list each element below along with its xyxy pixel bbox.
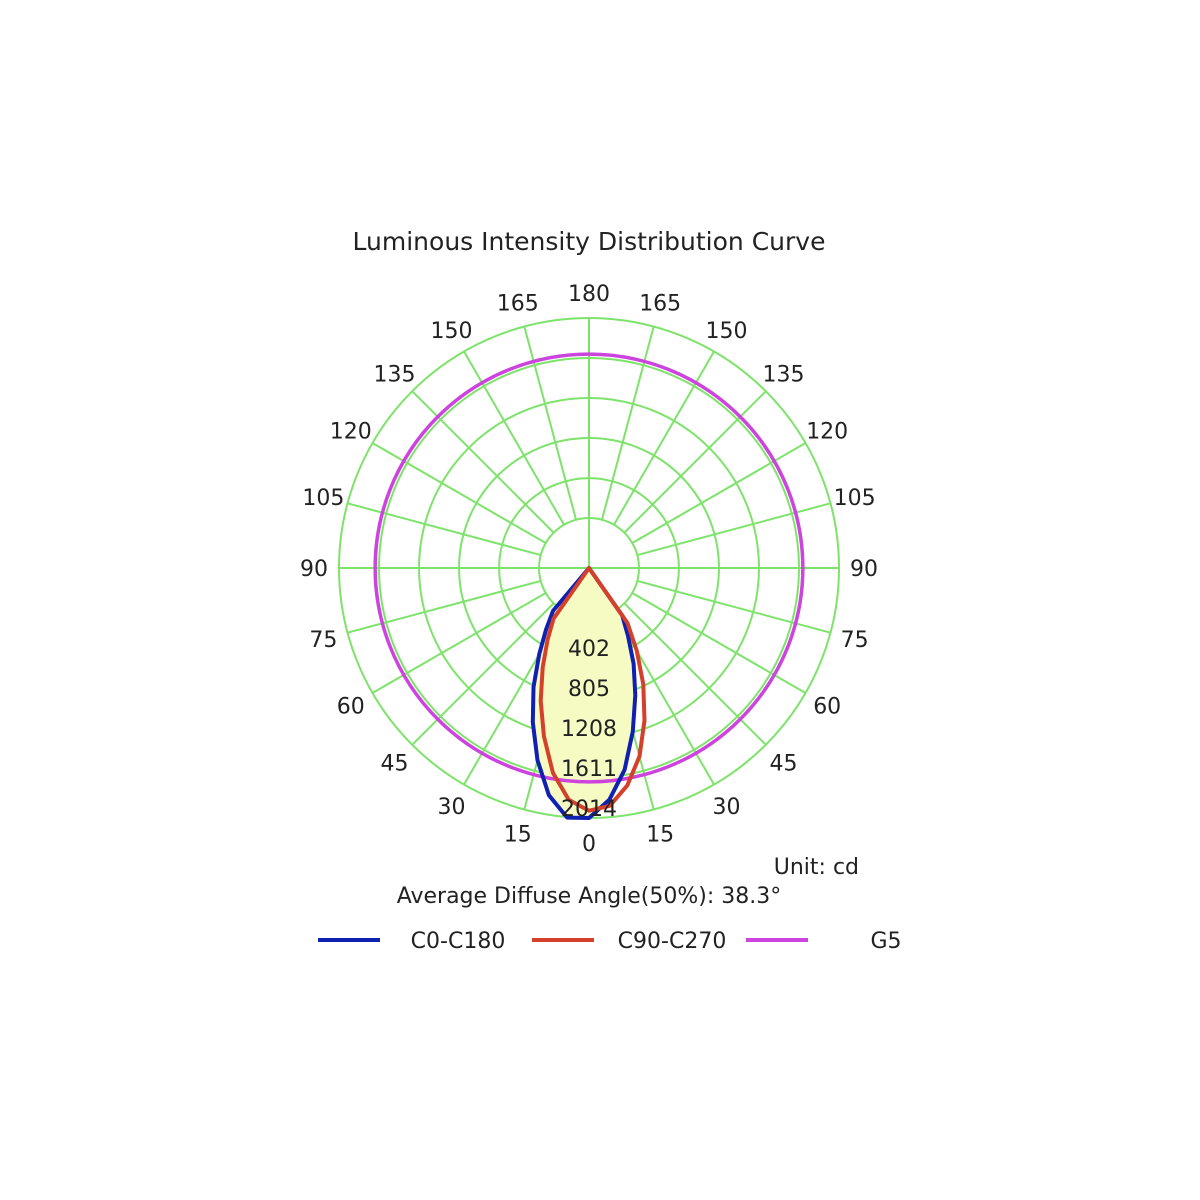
angle-label: 135 xyxy=(763,363,805,388)
grid-spoke xyxy=(411,390,555,534)
angle-label: 180 xyxy=(568,282,610,307)
ring-labels: 402 805 1208 1611 2014 xyxy=(561,637,617,822)
ring-label: 1208 xyxy=(561,717,617,742)
ring-label: 1611 xyxy=(561,757,617,782)
angle-label: 75 xyxy=(309,628,337,653)
beam-fill-area xyxy=(532,568,636,818)
angle-label: 165 xyxy=(497,291,539,316)
legend-label-g5: G5 xyxy=(870,929,901,954)
angle-label: 15 xyxy=(646,823,674,848)
angle-label: 60 xyxy=(337,695,365,720)
angle-label: 75 xyxy=(841,628,869,653)
grid-spoke xyxy=(623,602,767,746)
grid-spoke xyxy=(637,579,831,634)
angle-label: 0 xyxy=(582,832,596,857)
grid-spoke xyxy=(623,390,767,534)
legend-label-c0-c180: C0-C180 xyxy=(411,929,506,954)
grid-spoke xyxy=(523,326,578,520)
angle-label: 150 xyxy=(706,319,748,344)
angle-label: 105 xyxy=(302,486,344,511)
angle-label: 135 xyxy=(374,363,416,388)
chart-title: Luminous Intensity Distribution Curve xyxy=(353,227,826,256)
series-layer xyxy=(373,352,805,820)
legend: C0-C180 C90-C270 G5 xyxy=(318,929,902,954)
grid-spoke xyxy=(637,502,831,557)
angle-label: 150 xyxy=(431,319,473,344)
angle-label: 45 xyxy=(770,752,798,777)
beam-fill xyxy=(532,568,636,818)
ring-label: 2014 xyxy=(561,797,617,822)
grid-spoke xyxy=(371,592,547,694)
average-diffuse-angle: Average Diffuse Angle(50%): 38.3° xyxy=(397,884,782,909)
legend-label-c90-c270: C90-C270 xyxy=(618,929,727,954)
angle-label: 120 xyxy=(330,420,372,445)
grid-spoke xyxy=(347,579,541,634)
grid-spoke xyxy=(631,592,807,694)
angle-label: 15 xyxy=(504,823,532,848)
grid-spoke xyxy=(600,326,655,520)
angle-labels: 0 15 30 45 60 75 90 105 120 135 150 165 180 15 30 45 60 7… xyxy=(300,282,878,857)
angle-label: 90 xyxy=(850,557,878,582)
angle-label: 30 xyxy=(438,795,466,820)
series-line-g5 xyxy=(373,352,805,784)
grid-spoke xyxy=(463,350,565,526)
unit-label: Unit: cd xyxy=(774,855,859,880)
angle-label: 90 xyxy=(300,557,328,582)
grid-spoke xyxy=(613,350,715,526)
grid-spoke xyxy=(411,602,555,746)
angle-label: 60 xyxy=(813,695,841,720)
grid-spoke xyxy=(347,502,541,557)
angle-label: 30 xyxy=(713,795,741,820)
grid-spoke xyxy=(371,442,547,544)
angle-label: 45 xyxy=(381,752,409,777)
angle-label: 165 xyxy=(639,291,681,316)
series-line-c90-c270 xyxy=(538,566,647,813)
grid-spoke xyxy=(631,442,807,544)
ring-label: 402 xyxy=(568,637,610,662)
series-line-c0-c180 xyxy=(530,566,638,820)
ring-label: 805 xyxy=(568,677,610,702)
angle-label: 120 xyxy=(806,420,848,445)
angle-label: 105 xyxy=(834,486,876,511)
